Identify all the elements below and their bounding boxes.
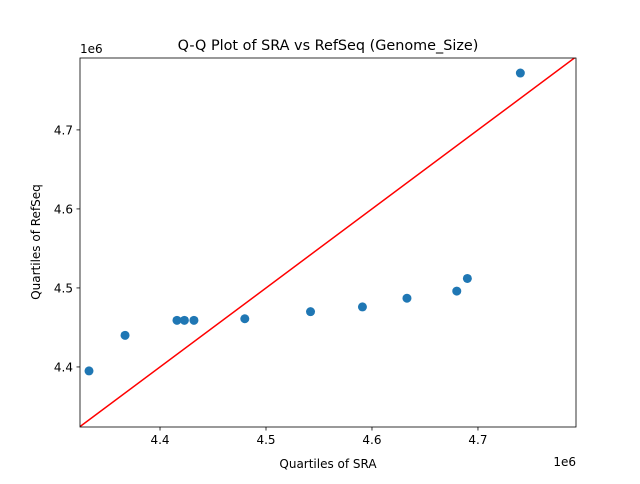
data-point: [402, 293, 412, 303]
data-point: [172, 315, 182, 325]
y-tick-label: 4.5: [54, 281, 73, 295]
x-tick-label: 4.6: [362, 433, 381, 447]
data-point: [179, 315, 189, 325]
chart-title: Q-Q Plot of SRA vs RefSeq (Genome_Size): [178, 38, 479, 54]
x-tick-label: 4.5: [256, 433, 275, 447]
x-offset-label: 1e6: [553, 455, 576, 469]
data-point: [189, 315, 199, 325]
y-tick-label: 4.6: [54, 202, 73, 216]
data-point: [515, 68, 525, 78]
plot-frame: [79, 57, 577, 428]
data-point: [120, 330, 130, 340]
x-axis-label: Quartiles of SRA: [279, 457, 377, 471]
y-offset-label: 1e6: [80, 42, 103, 56]
data-point: [357, 302, 367, 312]
y-tick-label: 4.7: [54, 123, 73, 137]
data-point: [452, 286, 462, 296]
data-point: [240, 314, 250, 324]
y-axis-label: Quartiles of RefSeq: [29, 184, 43, 300]
x-tick-label: 4.7: [468, 433, 487, 447]
y-tick-label: 4.4: [54, 360, 73, 374]
x-tick-label: 4.4: [150, 433, 169, 447]
data-point: [84, 366, 94, 376]
data-point: [462, 273, 472, 283]
data-point: [306, 307, 316, 317]
